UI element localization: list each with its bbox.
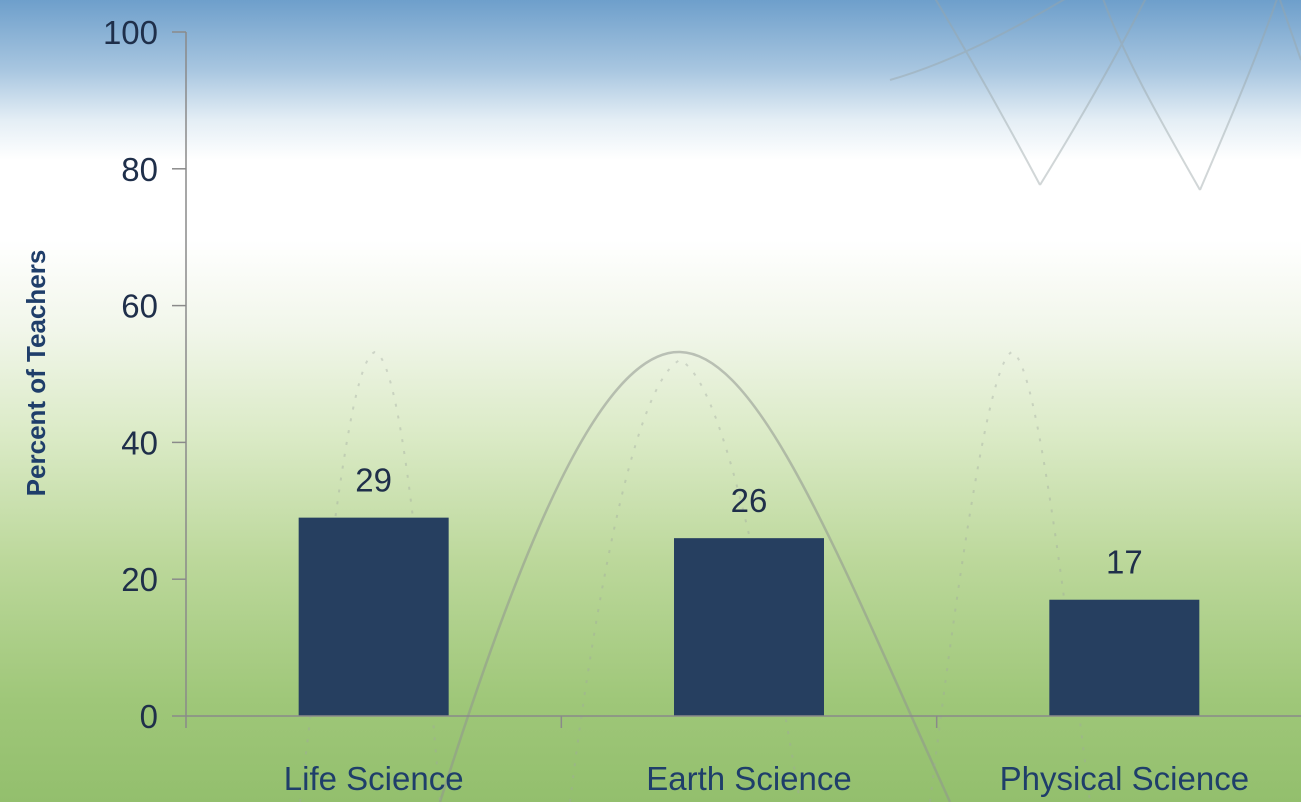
bar-life-science [298, 517, 449, 716]
bar-earth-science [674, 538, 824, 716]
y-tick-label: 40 [121, 424, 158, 461]
decor-line [1039, 0, 1147, 186]
category-label: Earth Science [646, 760, 851, 797]
x-axis-ticks [185, 716, 938, 728]
y-axis-label: Percent of Teachers [21, 250, 51, 497]
data-label: 29 [355, 462, 392, 499]
decor-line [1199, 0, 1278, 191]
bar-physical-science [1049, 599, 1200, 716]
y-tick-label: 60 [121, 288, 158, 325]
decor-arc [438, 350, 952, 803]
category-labels: Life Science Earth Science Physical Scienc… [284, 760, 1249, 797]
y-tick-label: 20 [121, 561, 158, 598]
data-label: 17 [1106, 544, 1143, 581]
decor-line [1102, 0, 1201, 191]
decor-line [934, 0, 1041, 186]
category-label: Life Science [284, 760, 464, 797]
category-label: Physical Science [1000, 760, 1249, 797]
decor-line [889, 0, 1066, 81]
y-tick-label: 0 [140, 698, 158, 735]
y-tick-label: 100 [103, 14, 158, 51]
data-labels: 29 26 17 [355, 462, 1142, 581]
decor-line [1279, 0, 1301, 61]
data-label: 26 [731, 482, 768, 519]
y-tick-label: 80 [121, 151, 158, 188]
y-axis-ticks: 0 20 40 60 80 100 [103, 14, 186, 735]
decor-dotted [299, 350, 441, 803]
bars [298, 517, 1200, 716]
